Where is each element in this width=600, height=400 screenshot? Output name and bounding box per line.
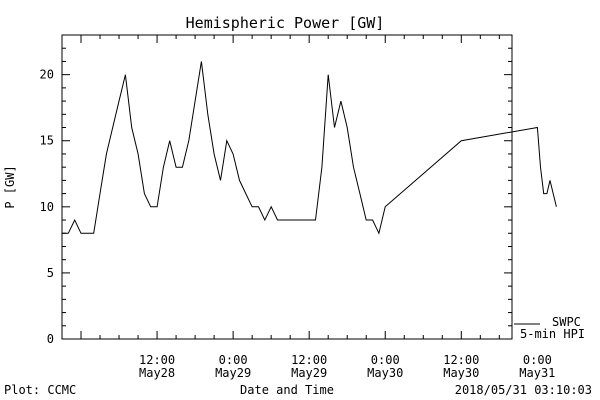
axis-ticks [62,34,512,340]
y-axis-label: P [GW] [3,165,17,208]
y-tick-label: 15 [40,134,54,148]
legend-entry-hpi: 5-min HPI [520,327,585,341]
x-tick-date-label: May29 [291,366,327,380]
chart-title: Hemispheric Power [GW] [186,14,385,32]
x-tick-time-label: 12:00 [291,353,327,367]
legend: SWPC 5-min HPI [514,315,585,341]
y-tick-label: 20 [40,68,54,82]
x-tick-date-label: May30 [443,366,479,380]
x-tick-labels: 12:00May280:00May2912:00May290:00May3012… [139,353,555,380]
y-tick-label: 0 [47,332,54,346]
x-tick-time-label: 0:00 [523,353,552,367]
x-tick-date-label: May28 [139,366,175,380]
y-tick-label: 10 [40,200,54,214]
x-tick-date-label: May30 [367,366,403,380]
x-tick-time-label: 12:00 [443,353,479,367]
plot-frame [61,34,513,340]
x-tick-time-label: 0:00 [371,353,400,367]
x-axis-label: Date and Time [240,383,334,397]
x-tick-date-label: May31 [519,366,555,380]
x-tick-date-label: May29 [215,366,251,380]
footer-timestamp: 2018/05/31 03:10:03 [455,383,592,397]
data-series [62,61,557,235]
legend-entry-swpc: SWPC [552,315,581,329]
y-tick-label: 5 [47,266,54,280]
x-tick-time-label: 0:00 [219,353,248,367]
series-line-swpc [62,61,557,235]
x-tick-time-label: 12:00 [139,353,175,367]
footer-plot-credit: Plot: CCMC [4,383,76,397]
y-tick-labels: 0 5 10 15 20 [40,68,54,346]
